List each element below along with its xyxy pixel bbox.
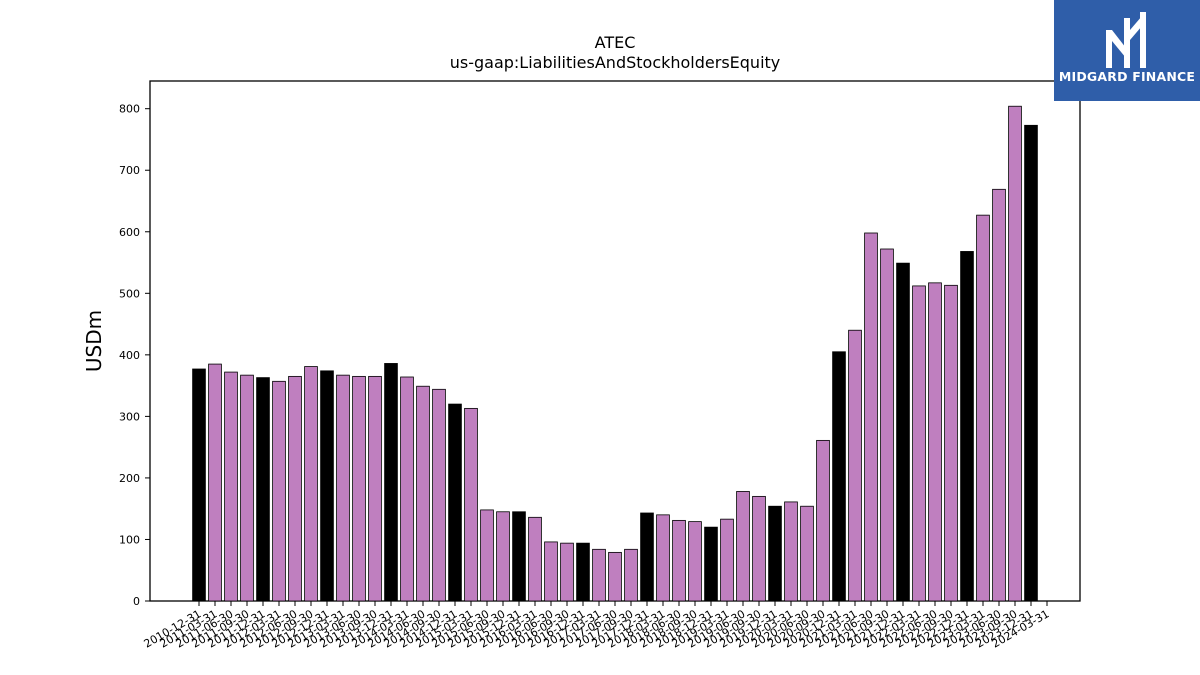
- y-axis-label: USDm: [82, 310, 106, 372]
- plot-area: 01002003004005006007008002010-12-312011-…: [119, 80, 1081, 651]
- bar: [688, 521, 702, 602]
- bar: [400, 376, 414, 602]
- bar: [352, 375, 366, 602]
- bar: [608, 551, 622, 602]
- logo-wordmark: MIDGARD FINANCE: [1058, 69, 1196, 84]
- chart-title: ATEC: [595, 33, 636, 52]
- bar: [832, 351, 846, 602]
- bar: [704, 526, 718, 602]
- bar: [256, 377, 270, 602]
- bar: [224, 371, 238, 602]
- bar: [432, 388, 446, 602]
- bar: [848, 329, 862, 602]
- bar: [1008, 105, 1022, 602]
- bar: [304, 366, 318, 602]
- y-tick-label: 600: [119, 226, 140, 239]
- bar: [240, 374, 254, 602]
- bar: [1024, 124, 1038, 602]
- bar: [880, 248, 894, 602]
- y-tick-label: 400: [119, 349, 140, 362]
- bar: [992, 188, 1006, 602]
- bar: [656, 514, 670, 602]
- bar: [192, 368, 206, 602]
- y-tick-label: 300: [119, 410, 140, 423]
- y-tick-label: 200: [119, 472, 140, 485]
- bar: [448, 403, 462, 602]
- midgard-finance-logo: MIDGARD FINANCE: [1054, 0, 1200, 101]
- bar: [976, 214, 990, 602]
- bar: [576, 542, 590, 602]
- y-tick-label: 800: [119, 103, 140, 116]
- bar: [928, 282, 942, 602]
- bar: [944, 284, 958, 602]
- bar: [864, 232, 878, 602]
- bar: [752, 495, 766, 602]
- bar: [960, 251, 974, 602]
- bar: [384, 363, 398, 602]
- bar: [896, 262, 910, 602]
- bar: [784, 501, 798, 602]
- bar: [368, 375, 382, 602]
- bar: [912, 285, 926, 602]
- bar: [480, 509, 494, 602]
- bar: [592, 548, 606, 602]
- y-tick-label: 100: [119, 533, 140, 546]
- y-tick-label: 700: [119, 164, 140, 177]
- bar: [336, 374, 350, 602]
- bar: [320, 370, 334, 602]
- bar: [496, 511, 510, 602]
- bar: [816, 439, 830, 602]
- y-tick-label: 500: [119, 287, 140, 300]
- bar: [720, 518, 734, 602]
- bar: [544, 541, 558, 602]
- bar: [800, 505, 814, 602]
- bar: [624, 548, 638, 602]
- bar: [272, 380, 286, 602]
- bar: [416, 385, 430, 602]
- bar: [288, 375, 302, 602]
- bar: [560, 542, 574, 602]
- midgard-logo-icon: [1106, 12, 1146, 68]
- bar: [768, 505, 782, 602]
- y-tick-label: 0: [133, 595, 140, 608]
- bar: [464, 407, 478, 602]
- bar: [640, 512, 654, 602]
- bar: [736, 491, 750, 602]
- bar: [208, 363, 222, 602]
- bar: [528, 516, 542, 602]
- bar: [672, 519, 686, 602]
- chart-subtitle: us-gaap:LiabilitiesAndStockholdersEquity: [450, 53, 781, 72]
- bar: [512, 511, 526, 602]
